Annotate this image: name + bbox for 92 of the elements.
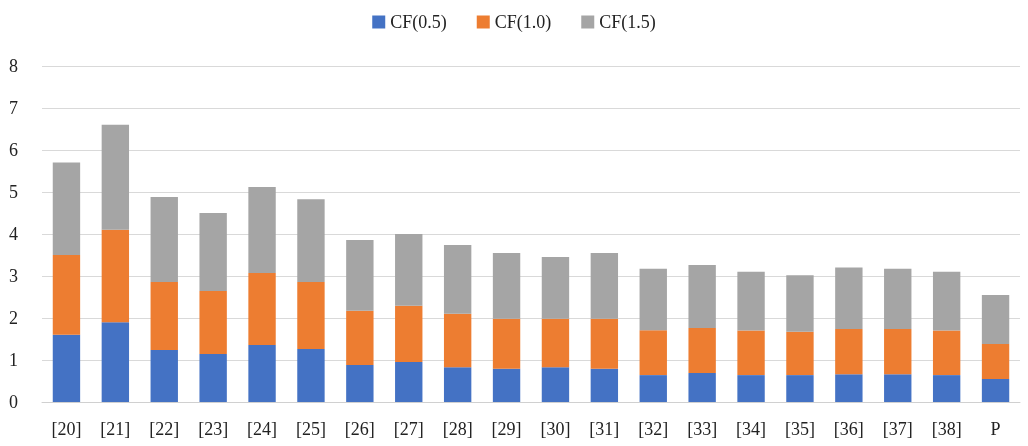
y-tick-label: 2: [9, 308, 18, 328]
bar: [786, 375, 814, 402]
bar: [346, 310, 374, 366]
x-tick-label: [34]: [736, 419, 767, 439]
bar: [590, 368, 619, 402]
x-tick-label: [29]: [491, 419, 522, 439]
bar: [737, 330, 765, 376]
bar: [52, 162, 81, 255]
bar: [346, 365, 374, 402]
bar: [737, 375, 765, 402]
bar: [737, 271, 765, 331]
bar: [443, 367, 472, 402]
bar: [688, 373, 716, 402]
bar: [248, 344, 276, 402]
bar: [199, 354, 227, 402]
bar: [786, 331, 814, 376]
y-tick-label: 6: [9, 140, 18, 160]
bar: [101, 229, 130, 323]
x-tick-label: [36]: [833, 419, 864, 439]
bar: [835, 328, 863, 375]
legend-label: CF(0.5): [390, 12, 447, 33]
x-tick-label: [30]: [540, 419, 571, 439]
bar: [52, 334, 81, 402]
bar: [639, 268, 667, 331]
bar: [835, 374, 863, 402]
x-tick-label: [22]: [149, 419, 180, 439]
bar: [688, 265, 716, 329]
bar: [443, 244, 472, 314]
x-tick-label: [37]: [882, 419, 913, 439]
y-tick-label: 5: [9, 182, 18, 202]
bar: [101, 322, 130, 402]
bar: [981, 378, 1010, 402]
bar: [884, 268, 912, 329]
x-tick-label: [20]: [51, 419, 82, 439]
bar: [688, 328, 716, 374]
bar: [884, 374, 912, 402]
bar: [297, 281, 325, 350]
bar: [443, 313, 472, 368]
x-tick-label: [21]: [100, 419, 131, 439]
legend-label: CF(1.5): [599, 12, 656, 33]
bar: [932, 330, 961, 376]
bar: [199, 213, 227, 292]
y-tick-label: 7: [9, 98, 18, 118]
x-tick-label: [33]: [687, 419, 718, 439]
x-tick-label: [24]: [247, 419, 278, 439]
y-tick-label: 0: [9, 392, 18, 412]
bar: [150, 281, 178, 350]
bar: [590, 252, 619, 319]
bar: [492, 252, 521, 319]
bar: [297, 349, 325, 402]
bar: [884, 328, 912, 375]
bar: [786, 275, 814, 332]
bar: [199, 291, 227, 355]
bar: [932, 271, 961, 331]
bar: [541, 367, 570, 402]
y-tick-label: 4: [9, 224, 18, 244]
bar: [981, 344, 1010, 379]
bar: [395, 362, 423, 402]
y-tick-label: 1: [9, 350, 18, 370]
bar: [150, 349, 178, 402]
x-tick-label: [28]: [442, 419, 473, 439]
bar: [541, 318, 570, 368]
x-tick-label: [27]: [393, 419, 424, 439]
bar: [248, 186, 276, 274]
bar: [541, 257, 570, 319]
bar: [492, 318, 521, 369]
x-tick-label: [32]: [638, 419, 669, 439]
bar: [150, 197, 178, 282]
legend-label: CF(1.0): [494, 12, 552, 33]
bar: [981, 294, 1010, 345]
bar: [639, 330, 667, 376]
bar: [248, 273, 276, 345]
x-tick-label: P: [990, 419, 1001, 439]
bar: [101, 124, 130, 230]
bar: [346, 239, 374, 311]
bar: [297, 199, 325, 282]
x-tick-label: [25]: [295, 419, 326, 439]
bar: [492, 368, 521, 402]
x-tick-label: [31]: [589, 419, 620, 439]
bar: [835, 267, 863, 329]
bar: [590, 318, 619, 369]
bar: [639, 375, 667, 402]
x-tick-label: [23]: [198, 419, 229, 439]
bar: [395, 305, 423, 363]
x-tick-label: [35]: [784, 419, 815, 439]
y-tick-label: 8: [9, 56, 18, 76]
bar: [932, 375, 961, 402]
bar: [52, 255, 81, 335]
x-tick-label: [26]: [344, 419, 375, 439]
x-tick-label: [38]: [931, 419, 962, 439]
y-tick-label: 3: [9, 266, 18, 286]
bar: [395, 234, 423, 306]
